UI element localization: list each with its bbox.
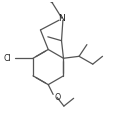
- Text: N: N: [58, 14, 65, 23]
- Text: O: O: [54, 93, 60, 102]
- Text: Cl: Cl: [4, 54, 12, 63]
